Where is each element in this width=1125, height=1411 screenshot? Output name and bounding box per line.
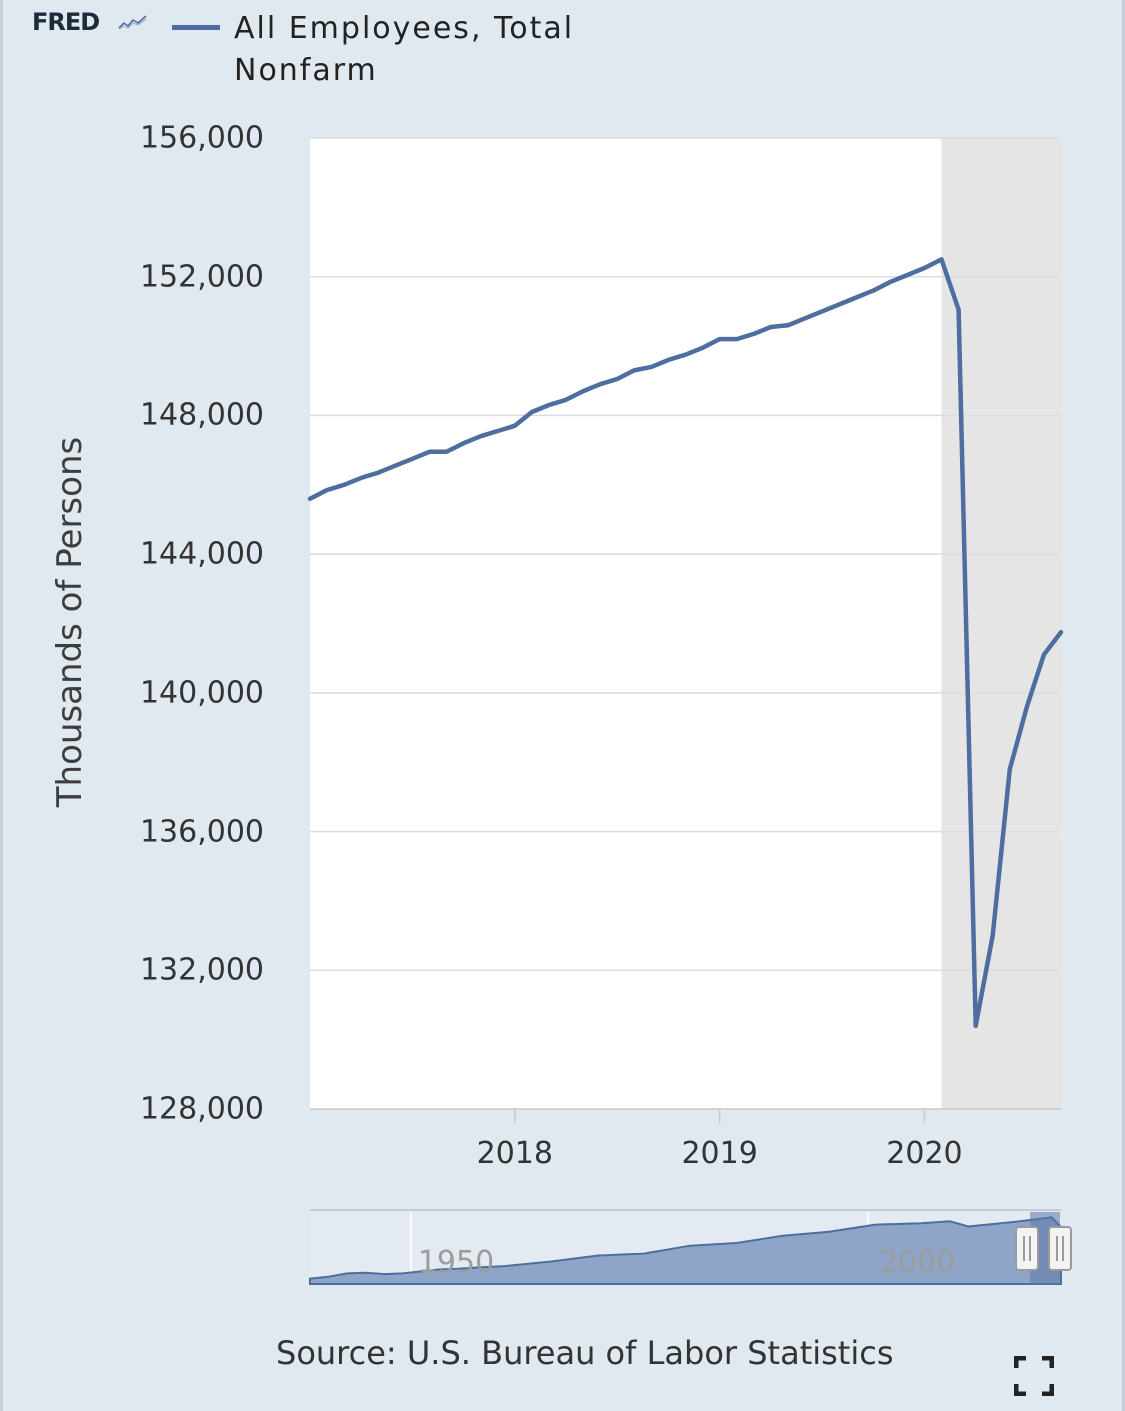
series-line (307, 257, 1064, 1029)
fred-logo-chart-icon (118, 15, 147, 30)
x-tick-label: 2019 (681, 1136, 758, 1171)
plot-background (310, 138, 1061, 1109)
recession-shading-group (941, 138, 1061, 1109)
y-tick-label: 132,000 (139, 952, 264, 988)
y-tick-label: 140,000 (139, 675, 264, 711)
right-border (1122, 0, 1125, 1411)
legend-label-line1: All Employees, Total (234, 11, 575, 46)
navigator-label-1950: 1950 (418, 1245, 494, 1280)
source-note: Source: U.S. Bureau of Labor Statistics (276, 1334, 894, 1372)
recession-shading (941, 138, 1061, 1109)
y-tick-label: 144,000 (139, 536, 264, 572)
left-border (0, 0, 3, 1411)
y-tick-label: 156,000 (139, 120, 264, 156)
fullscreen-icon[interactable] (1014, 1356, 1054, 1396)
legend-label-line2: Nonfarm (234, 53, 378, 88)
navigator-left-handle[interactable] (1015, 1226, 1039, 1271)
fred-logo[interactable]: FRED (32, 8, 147, 36)
fred-logo-text: FRED (32, 8, 100, 36)
gridlines (310, 137, 1061, 1110)
x-tick-marks (514, 1109, 926, 1123)
y-tick-label: 152,000 (139, 259, 264, 295)
navigator[interactable]: 1950 2000 (309, 1209, 1072, 1285)
y-tick-label: 136,000 (139, 814, 264, 850)
x-tick-label: 2020 (886, 1136, 963, 1171)
legend-swatch (172, 25, 220, 30)
y-tick-label: 148,000 (139, 397, 264, 433)
y-tick-label: 128,000 (139, 1091, 264, 1127)
navigator-label-2000: 2000 (879, 1245, 955, 1280)
navigator-right-handle[interactable] (1048, 1226, 1072, 1271)
legend-label: All Employees, Total Nonfarm (234, 8, 614, 92)
series-group (307, 257, 1064, 1029)
navigator-area (309, 1216, 1062, 1285)
x-tick-label: 2018 (476, 1136, 553, 1171)
